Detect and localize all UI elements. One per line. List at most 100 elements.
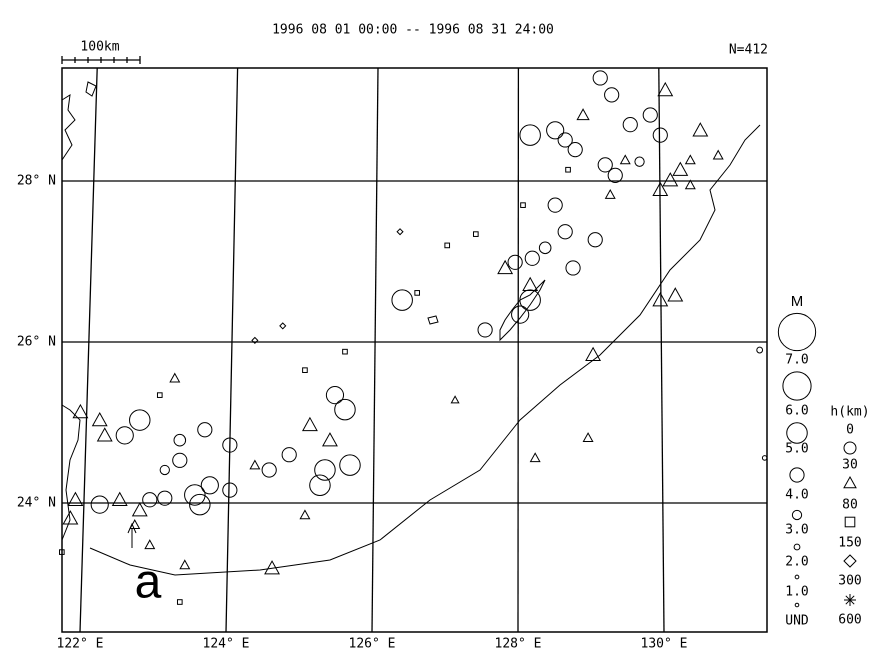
event <box>309 474 331 497</box>
lon-label: 122° E <box>57 637 104 652</box>
legend-magnitude-label: 5.0 <box>785 442 808 457</box>
event <box>131 502 148 517</box>
event <box>301 416 318 432</box>
event <box>172 452 188 468</box>
event <box>622 117 638 133</box>
event <box>156 392 163 398</box>
event <box>538 241 552 255</box>
legend-depth-symbol <box>844 516 856 528</box>
event <box>302 367 308 373</box>
legend-magnitude-label: 3.0 <box>785 523 808 538</box>
event <box>200 476 219 495</box>
legend-depth-symbol <box>843 554 857 568</box>
event <box>222 482 238 498</box>
event <box>692 122 709 137</box>
event <box>197 422 213 438</box>
legend-magnitude-symbol <box>791 509 803 521</box>
event <box>657 81 674 97</box>
magnitude-title: M <box>791 293 804 310</box>
event <box>67 491 84 506</box>
legend-depth-symbol <box>844 594 856 606</box>
event <box>652 127 668 143</box>
event <box>557 224 573 240</box>
event <box>176 599 183 605</box>
event <box>396 228 404 236</box>
grid-line <box>225 67 239 633</box>
event <box>179 559 191 570</box>
event <box>129 409 151 431</box>
grid-line <box>79 67 98 633</box>
coastlines <box>61 81 761 576</box>
event <box>547 197 563 213</box>
lon-label: 130° E <box>641 637 688 652</box>
event <box>157 490 173 506</box>
legend-depth-label: 0 <box>846 423 854 438</box>
event <box>142 492 158 508</box>
event <box>72 403 89 419</box>
event <box>281 447 297 463</box>
event <box>414 290 421 296</box>
legend-magnitude-symbol <box>793 543 801 551</box>
legend-depth-symbol <box>843 475 857 489</box>
event <box>557 132 573 148</box>
event <box>334 398 356 421</box>
event <box>62 510 79 525</box>
event <box>251 336 259 344</box>
event <box>546 121 565 140</box>
event <box>96 427 113 442</box>
event <box>91 411 108 427</box>
legend-depth-label: 150 <box>838 536 861 551</box>
depth-title: h(km) <box>830 405 869 420</box>
event-count: N=412 <box>729 43 768 58</box>
lon-label: 128° E <box>495 637 542 652</box>
event <box>169 372 181 383</box>
event <box>597 157 613 173</box>
event <box>667 287 684 302</box>
event <box>59 549 65 555</box>
legend-magnitude-symbol <box>782 371 812 401</box>
event <box>604 189 616 199</box>
event <box>111 491 128 506</box>
event <box>642 107 658 123</box>
event <box>472 231 479 237</box>
legend-magnitude-symbol <box>786 422 808 444</box>
lon-label: 126° E <box>349 637 396 652</box>
legend-magnitude-label: 1.0 <box>785 585 808 600</box>
scale-bar <box>61 56 141 64</box>
event <box>585 346 602 362</box>
event <box>477 322 493 338</box>
grid-line <box>371 67 379 633</box>
event <box>522 276 539 292</box>
event <box>529 452 541 463</box>
event <box>576 108 590 121</box>
title: 1996 08 01 00:00 -- 1996 08 31 24:00 <box>272 23 554 38</box>
lon-label: 124° E <box>203 637 250 652</box>
legend-magnitude-label: 7.0 <box>785 353 808 368</box>
event <box>144 539 156 550</box>
event <box>520 202 526 208</box>
event <box>322 432 338 447</box>
event <box>524 250 540 266</box>
event <box>619 154 631 165</box>
event <box>652 292 669 307</box>
event <box>565 260 581 276</box>
event <box>339 454 361 476</box>
legend-depth-symbol <box>843 441 857 455</box>
layer: 28° N 26° N 24° N 122° E 124° E 126° E 128° E 1… <box>17 67 862 652</box>
legend-magnitude-symbol <box>789 467 805 483</box>
event <box>249 459 261 470</box>
annotation: a <box>135 556 162 609</box>
map-frame <box>61 67 768 633</box>
event <box>565 166 571 173</box>
grid-line <box>658 67 665 633</box>
event <box>652 181 669 197</box>
event <box>587 232 603 248</box>
legend-magnitude-label: 2.0 <box>785 555 808 570</box>
lat-label: 24° N <box>17 496 56 511</box>
legend-magnitude-label: 6.0 <box>785 404 808 419</box>
event <box>279 322 287 330</box>
event <box>662 172 679 187</box>
event <box>450 395 460 404</box>
legend-depth-label: 600 <box>838 613 861 628</box>
